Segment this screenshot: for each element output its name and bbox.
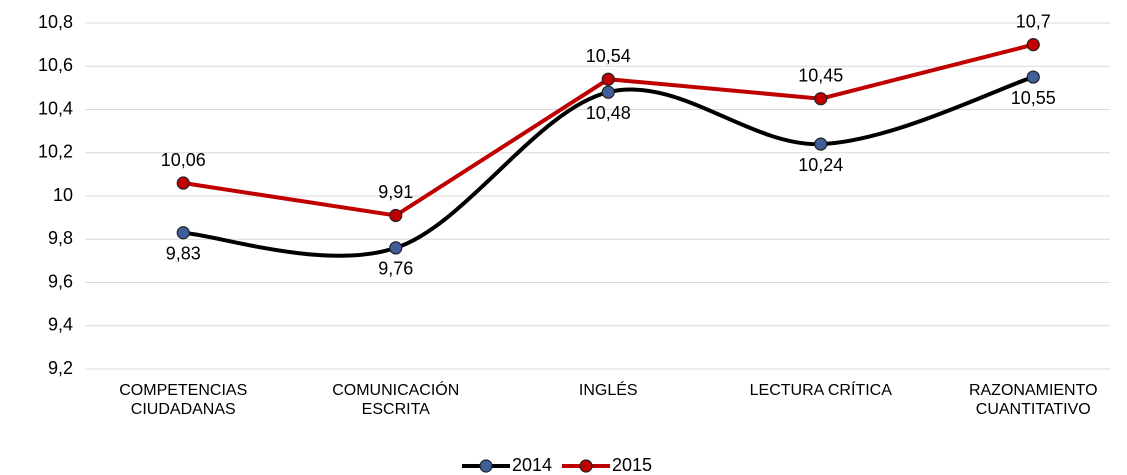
y-tick-label: 10,4 bbox=[38, 98, 73, 118]
y-tick-label: 9,2 bbox=[48, 358, 73, 378]
data-label: 10,7 bbox=[1016, 11, 1051, 31]
x-tick-label: COMUNICACIÓN ESCRITA bbox=[332, 382, 460, 418]
data-label: 9,76 bbox=[378, 259, 413, 279]
point bbox=[176, 176, 190, 190]
point bbox=[601, 72, 615, 86]
y-tick-label: 10,8 bbox=[38, 12, 73, 32]
y-tick-label: 10 bbox=[53, 185, 73, 205]
legend-label: 2015 bbox=[612, 455, 652, 475]
point bbox=[814, 92, 828, 106]
data-label: 10,48 bbox=[586, 103, 631, 123]
data-label: 10,24 bbox=[798, 155, 843, 175]
y-tick-label: 9,4 bbox=[48, 315, 73, 335]
series-line bbox=[182, 42, 1034, 218]
x-tick-label: LECTURA CRÍTICA bbox=[749, 382, 892, 399]
point bbox=[389, 208, 403, 223]
point bbox=[601, 85, 615, 99]
y-tick-label: 9,6 bbox=[48, 271, 73, 291]
y-tick-label: 10,6 bbox=[38, 55, 73, 75]
point bbox=[814, 137, 828, 151]
data-label: 10,54 bbox=[586, 46, 631, 66]
data-label: 9,91 bbox=[378, 182, 413, 202]
data-label: 10,06 bbox=[161, 150, 206, 170]
legend-label: 2014 bbox=[512, 455, 552, 475]
x-tick-label: COMPETENCIAS CIUDADANAS bbox=[119, 382, 248, 418]
point bbox=[389, 241, 403, 255]
point bbox=[1026, 70, 1040, 84]
data-label: 9,83 bbox=[166, 244, 201, 264]
y-tick-label: 9,8 bbox=[48, 228, 73, 248]
point bbox=[176, 226, 190, 240]
data-label: 10,55 bbox=[1011, 88, 1056, 108]
x-tick-label: RAZONAMIENTO CUANTITATIVO bbox=[968, 382, 1098, 418]
point bbox=[1026, 38, 1040, 52]
legend-marker bbox=[479, 459, 493, 473]
data-label: 10,45 bbox=[798, 65, 843, 85]
x-tick-label: INGLÉS bbox=[578, 382, 638, 399]
y-tick-label: 10,2 bbox=[38, 142, 73, 162]
legend-marker bbox=[579, 459, 593, 473]
